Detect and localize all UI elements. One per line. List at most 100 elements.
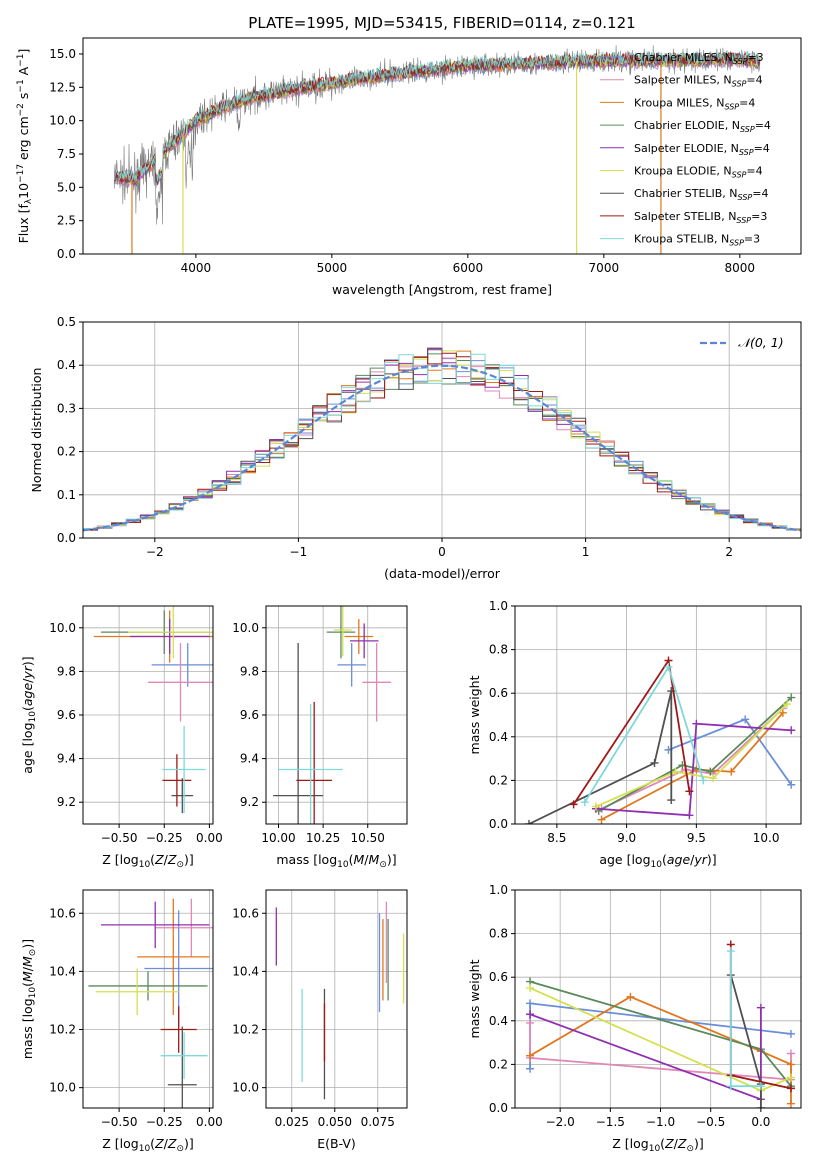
y-axis-label: mass [log10(M/M⊙)] (20, 939, 38, 1059)
y-tick-label: 0.2 (489, 1057, 508, 1071)
y-tick-label: 0.2 (489, 773, 508, 787)
weight-marker (756, 1082, 765, 1091)
y-tick-label: 9.6 (57, 708, 76, 722)
legend-entry: Salpeter STELIB, NSSP=3 (634, 210, 767, 225)
mass_vs_Z-panel: −0.50 −0.25 0.00 10.0 10.2 10.4 10.6 Z [log10(Z… (20, 889, 223, 1154)
y-tick-label: 0.8 (489, 927, 508, 941)
weight-marker (787, 726, 796, 735)
spectrum-plot-area (113, 45, 761, 254)
weight-marker (591, 802, 600, 811)
y-tick-label: 0.8 (489, 643, 508, 657)
weight-marker (756, 1003, 765, 1012)
weight_vs_Z-plot-area (526, 940, 795, 1108)
weight-line (601, 707, 784, 810)
x-tick-label: 8000 (725, 261, 756, 275)
y-axis-label: age [log10(age/yr)] (20, 656, 38, 773)
weight-marker (580, 798, 589, 807)
y-tick-label: 10.2 (49, 1023, 76, 1037)
age_vs_Z-panel: −0.50 −0.25 0.00 9.2 9.4 9.6 9.8 10.0 Z [log10(Z… (20, 605, 223, 870)
x-tick-label: 0.00 (196, 1115, 223, 1129)
gaussian-legend-label: 𝒩(0, 1) (738, 335, 784, 350)
weight_vs_Z-panel: −2.0 −1.5 −1.0 −0.5 0.0 0.0 0.2 0.4 0.6 0.8 1.0 Z [… (467, 883, 802, 1154)
model-spectrum (113, 50, 761, 183)
y-tick-label: 0.4 (57, 358, 76, 372)
y-tick-label: 1.0 (489, 883, 508, 897)
x-tick-label: −2 (146, 545, 164, 559)
legend-entry: Kroupa ELODIE, NSSP=4 (634, 165, 763, 180)
weight-marker (786, 1060, 795, 1069)
y-tick-label: 10.4 (232, 964, 259, 978)
residual-histogram (83, 353, 801, 532)
x-tick-label: 2 (725, 545, 733, 559)
x-tick-label: 9.0 (617, 831, 636, 845)
weight_vs_age-plot-area (524, 656, 796, 824)
y-axis-label: Flux [fλ10−17 erg cm−2 s−1 A−1] (16, 49, 34, 244)
age_vs_Z-plot-area (93, 606, 213, 814)
weight-marker (787, 693, 796, 702)
y-axis-label: Normed distribution (29, 368, 44, 493)
mass_vs_EBV-plot-area (275, 901, 405, 1100)
x-tick-label: 10.0 (753, 831, 780, 845)
x-tick-label: 6000 (453, 261, 484, 275)
weight-marker (526, 1010, 535, 1019)
x-tick-label: 7000 (589, 261, 620, 275)
legend-entry: Chabrier STELIB, NSSP=4 (634, 187, 768, 202)
y-tick-label: 0.2 (57, 445, 76, 459)
x-axis-label: (data-model)/error (384, 566, 501, 581)
y-tick-label: 0.0 (489, 817, 508, 831)
weight-marker (526, 1064, 535, 1073)
x-tick-label: −0.5 (696, 1115, 725, 1129)
x-tick-label: −2.0 (546, 1115, 575, 1129)
y-tick-label: 7.5 (57, 147, 76, 161)
weight-marker (783, 700, 792, 709)
weight-marker (524, 820, 533, 824)
y-tick-label: 10.4 (49, 964, 76, 978)
y-tick-label: 0.4 (489, 730, 508, 744)
axes-frame (82, 37, 802, 255)
legend-entry: Chabrier ELODIE, NSSP=4 (634, 119, 771, 134)
legend-entry: Kroupa MILES, NSSP=4 (634, 96, 755, 111)
legend-entry: Chabrier MILES, NSSP=3 (634, 51, 764, 66)
residual-histogram (83, 350, 801, 532)
weight-marker (667, 796, 676, 805)
y-tick-label: 0.4 (489, 1014, 508, 1028)
legend-entry: Salpeter MILES, NSSP=4 (634, 74, 763, 89)
x-tick-label: −0.25 (146, 1115, 183, 1129)
y-tick-label: 9.8 (240, 664, 259, 678)
y-tick-label: 15.0 (49, 47, 76, 61)
mass_vs_Z-plot-area (88, 898, 213, 1108)
x-tick-label: 0.075 (361, 1115, 395, 1129)
y-tick-label: 0.6 (489, 686, 508, 700)
x-tick-label: −1 (290, 545, 308, 559)
y-tick-label: 9.4 (57, 752, 76, 766)
weight-marker (699, 776, 708, 785)
weight-marker (526, 1051, 535, 1060)
weight-line (528, 690, 673, 824)
x-tick-label: 0.00 (196, 831, 223, 845)
y-tick-label: 10.0 (232, 1081, 259, 1095)
y-tick-label: 0.0 (489, 1101, 508, 1115)
mass_vs_EBV-panel: 0.025 0.050 0.075 10.0 10.2 10.4 10.6 E(B-V) (232, 889, 408, 1151)
x-tick-label: −1.5 (596, 1115, 625, 1129)
x-tick-label: 10.50 (351, 831, 385, 845)
legend-entry: Kroupa STELIB, NSSP=3 (634, 233, 760, 248)
y-tick-label: 2.5 (57, 214, 76, 228)
x-tick-label: 9.5 (687, 831, 706, 845)
axes-frame (82, 889, 214, 1109)
x-axis-label: Z [log10(Z/Z⊙)] (102, 1136, 194, 1154)
weight-line (598, 696, 792, 812)
x-axis-label: mass [log10(M/M⊙)] (276, 852, 396, 870)
y-tick-label: 10.2 (232, 1023, 259, 1037)
weight-marker (786, 1084, 795, 1093)
y-tick-label: 12.5 (49, 80, 76, 94)
x-tick-label: 8.5 (547, 831, 566, 845)
weight-line (584, 664, 705, 803)
weight-marker (685, 787, 694, 796)
age_vs_mass-panel: 10.00 10.25 10.50 9.2 9.4 9.6 9.8 10.0 mass [log… (232, 605, 408, 870)
x-tick-label: −0.50 (101, 831, 138, 845)
x-axis-label: age [log10(age/yr)] (599, 852, 716, 870)
figure-title: PLATE=1995, MJD=53415, FIBERID=0114, z=0… (248, 14, 635, 32)
x-tick-label: −1.0 (646, 1115, 675, 1129)
weight-marker (526, 999, 535, 1008)
